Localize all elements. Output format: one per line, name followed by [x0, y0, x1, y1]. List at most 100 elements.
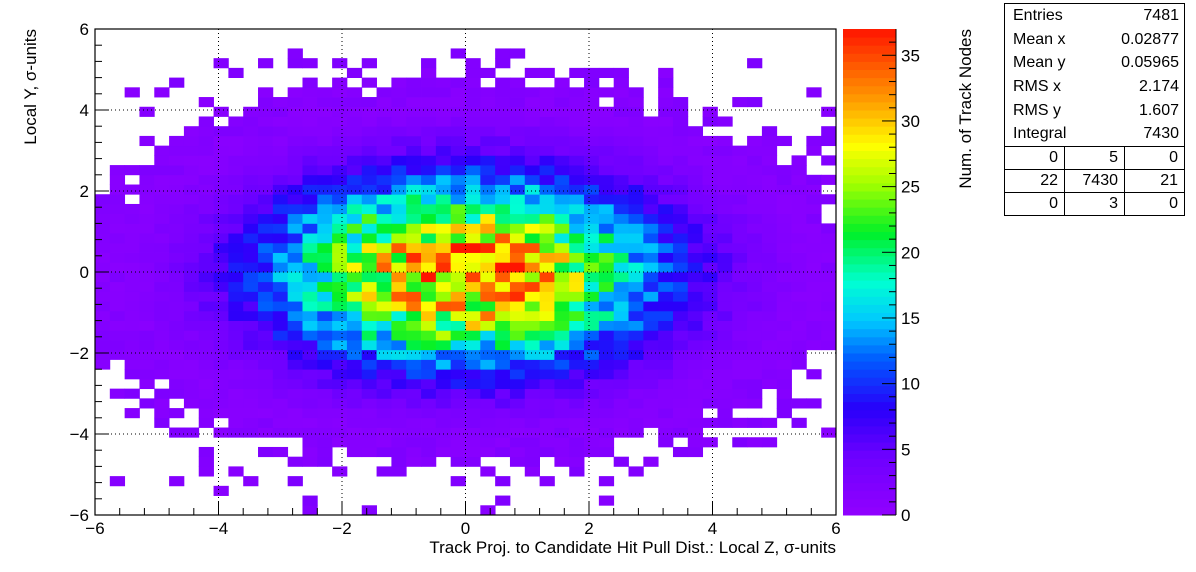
heatmap-cell [598, 106, 615, 117]
heatmap-cell [406, 320, 422, 331]
color-scale-band [843, 101, 896, 111]
heatmap-cell [95, 203, 111, 215]
heatmap-cell [761, 359, 778, 370]
heatmap-cell [435, 417, 452, 428]
heatmap-cell [495, 58, 511, 69]
heatmap-cell [406, 116, 422, 127]
heatmap-cell [658, 106, 674, 117]
heatmap-cell [332, 466, 348, 477]
heatmap-cell [435, 272, 452, 283]
heatmap-cell [554, 417, 570, 428]
heatmap-cell [272, 291, 289, 302]
heatmap-cell [509, 417, 526, 428]
heatmap-cell [406, 203, 422, 215]
heatmap-cell [480, 135, 496, 147]
heatmap-cell [761, 252, 778, 263]
heatmap-cell [213, 485, 229, 496]
heatmap-cell [154, 203, 170, 215]
heatmap-cell [806, 87, 822, 98]
heatmap-cell [806, 213, 822, 224]
heatmap-cell [346, 165, 363, 176]
heatmap-cell [287, 378, 303, 390]
heatmap-cell [361, 194, 377, 205]
color-scale-band [843, 288, 896, 297]
heatmap-cell [213, 398, 229, 409]
heatmap-cell [376, 213, 392, 224]
heatmap-cell [539, 310, 555, 321]
heatmap-cell [213, 203, 229, 215]
heatmap-cell [421, 97, 437, 108]
heatmap-cell [258, 398, 274, 409]
heatmap-cell [821, 291, 837, 302]
overflow-cell: 0 [1125, 147, 1184, 171]
heatmap-cell [421, 369, 437, 380]
heatmap-cell [776, 378, 792, 390]
heatmap-cell [554, 281, 570, 292]
heatmap-cell [628, 301, 644, 312]
heatmap-cell [761, 155, 778, 166]
heatmap-cell [376, 203, 392, 215]
heatmap-cell [169, 145, 185, 156]
heatmap-cell [243, 320, 259, 331]
heatmap-cell [480, 281, 496, 292]
heatmap-cell [539, 281, 555, 292]
heatmap-cell [213, 349, 229, 360]
heatmap-cell [465, 155, 481, 166]
heatmap-cell [272, 330, 289, 341]
heatmap-cell [643, 126, 659, 137]
heatmap-cell [509, 330, 526, 341]
heatmap-cell [243, 349, 259, 360]
heatmap-cell [287, 194, 303, 205]
heatmap-cell [495, 398, 511, 409]
heatmap-cell [480, 369, 496, 380]
color-scale-band [843, 336, 896, 346]
heatmap-cell [495, 359, 511, 370]
heatmap-cell [732, 369, 748, 380]
heatmap-cell [109, 184, 126, 195]
heatmap-cell [213, 194, 229, 205]
heatmap-cell [791, 310, 807, 321]
heatmap-cell [302, 378, 318, 390]
heatmap-cell [732, 310, 748, 321]
heatmap-cell [302, 242, 318, 253]
heatmap-cell [421, 77, 437, 88]
heatmap-cell [658, 340, 674, 351]
heatmap-cell [554, 456, 570, 467]
heatmap-cell [346, 194, 363, 205]
heatmap-cell [495, 272, 511, 283]
heatmap-cell [628, 466, 644, 477]
heatmap-cell [361, 310, 377, 321]
heatmap-cell [761, 126, 778, 137]
heatmap-cell [95, 291, 111, 302]
heatmap-cell [198, 320, 214, 331]
heatmap-cell [361, 126, 377, 137]
heatmap-cell [628, 155, 644, 166]
heatmap-cell [732, 145, 748, 156]
heatmap-cell [361, 340, 377, 351]
heatmap-cell [598, 281, 615, 292]
heatmap-cell [569, 466, 585, 477]
heatmap-cell [124, 165, 140, 176]
heatmap-cell [391, 97, 407, 108]
heatmap-cell [228, 126, 244, 137]
heatmap-cell [539, 223, 555, 234]
heatmap-cell [495, 87, 511, 98]
heatmap-cell [183, 388, 200, 399]
heatmap-cell [821, 340, 837, 351]
heatmap-cell [450, 233, 466, 244]
heatmap-cell [702, 281, 718, 292]
heatmap-cell [435, 291, 452, 302]
heatmap-cell [376, 291, 392, 302]
heatmap-cell [598, 388, 615, 399]
heatmap-cell [198, 330, 214, 341]
heatmap-cell [747, 233, 763, 244]
heatmap-cell [524, 369, 540, 380]
heatmap-cell [524, 398, 540, 409]
heatmap-cell [584, 349, 600, 360]
heatmap-cell [495, 194, 511, 205]
heatmap-cell [317, 427, 333, 438]
heatmap-cell [183, 369, 200, 380]
heatmap-cell [480, 252, 496, 263]
heatmap-cell [480, 87, 496, 98]
heatmap-cell [465, 116, 481, 127]
